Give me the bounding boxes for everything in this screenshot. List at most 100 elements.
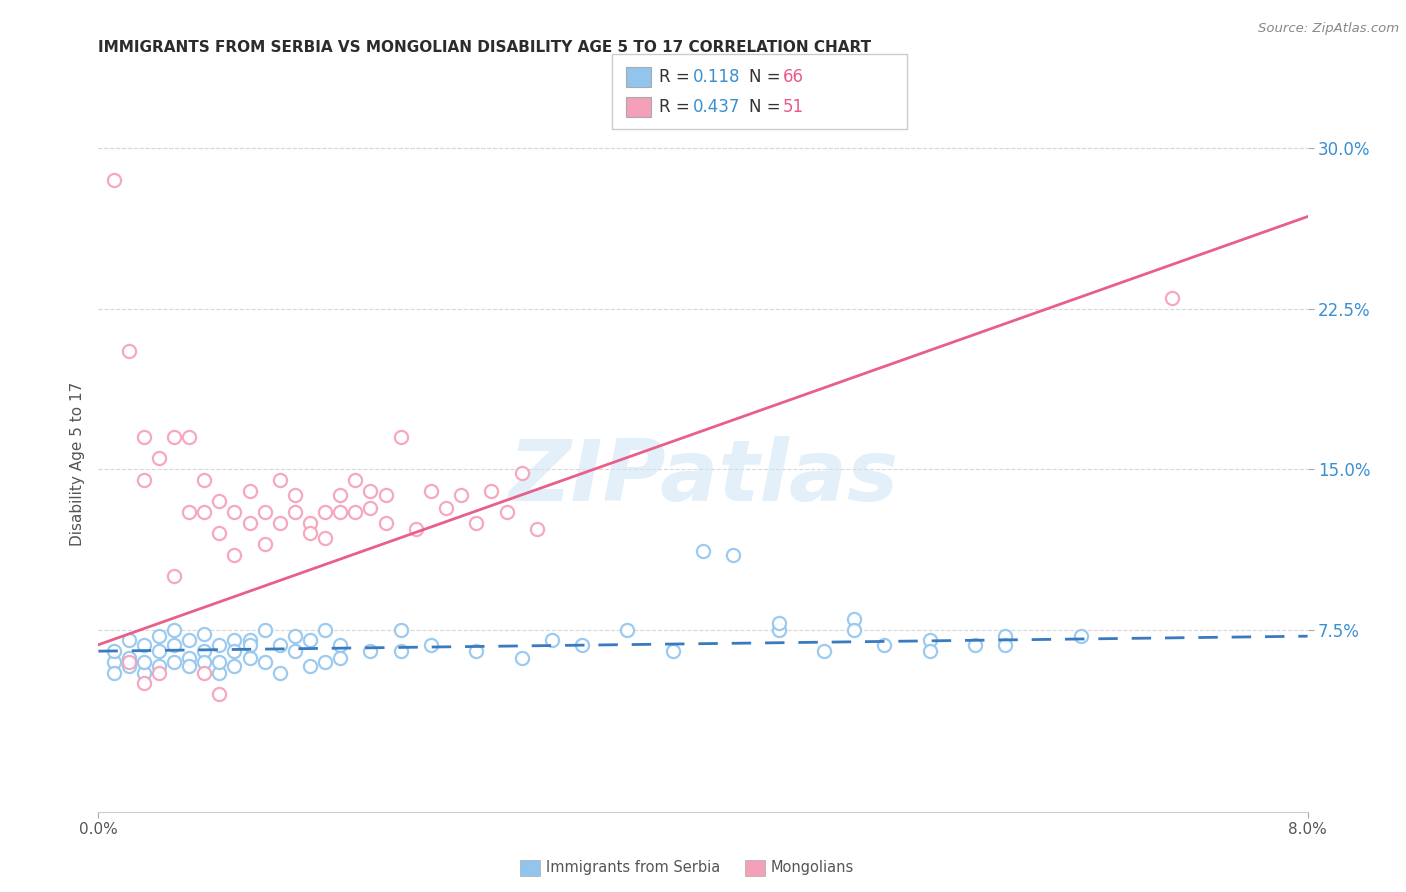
- Point: [284, 644, 307, 658]
- Point: [374, 488, 396, 502]
- Point: [163, 655, 186, 669]
- Point: [163, 638, 186, 652]
- Point: [314, 531, 336, 545]
- Point: [434, 500, 457, 515]
- Point: [208, 494, 231, 508]
- Point: [284, 505, 307, 519]
- Point: [450, 488, 472, 502]
- Point: [510, 467, 533, 481]
- Point: [179, 505, 201, 519]
- Text: 66: 66: [783, 68, 804, 86]
- Point: [179, 650, 201, 665]
- Point: [208, 687, 231, 701]
- Point: [465, 516, 488, 530]
- Point: [208, 526, 231, 541]
- Text: 0.118: 0.118: [693, 68, 741, 86]
- Point: [239, 516, 262, 530]
- Point: [269, 665, 291, 680]
- Point: [208, 638, 231, 652]
- Point: [163, 569, 186, 583]
- Point: [329, 505, 352, 519]
- Point: [103, 655, 125, 669]
- Point: [844, 612, 866, 626]
- Point: [148, 659, 170, 673]
- Point: [253, 505, 276, 519]
- Point: [571, 638, 593, 652]
- Point: [844, 623, 866, 637]
- Point: [299, 659, 322, 673]
- Point: [329, 638, 352, 652]
- Point: [118, 633, 141, 648]
- Point: [148, 451, 170, 466]
- Point: [389, 623, 412, 637]
- Text: IMMIGRANTS FROM SERBIA VS MONGOLIAN DISABILITY AGE 5 TO 17 CORRELATION CHART: IMMIGRANTS FROM SERBIA VS MONGOLIAN DISA…: [98, 40, 872, 55]
- Text: R =: R =: [659, 68, 696, 86]
- Point: [239, 638, 262, 652]
- Point: [269, 473, 291, 487]
- Point: [723, 548, 745, 562]
- Text: ZIPatlas: ZIPatlas: [508, 436, 898, 519]
- Point: [208, 655, 231, 669]
- Point: [148, 629, 170, 643]
- Text: Source: ZipAtlas.com: Source: ZipAtlas.com: [1258, 22, 1399, 36]
- Point: [284, 488, 307, 502]
- Point: [132, 676, 155, 690]
- Point: [314, 623, 336, 637]
- Point: [299, 516, 322, 530]
- Point: [224, 644, 246, 658]
- Point: [419, 638, 441, 652]
- Point: [419, 483, 441, 498]
- Point: [661, 644, 683, 658]
- Text: R =: R =: [659, 98, 696, 116]
- Point: [118, 650, 141, 665]
- Point: [179, 430, 201, 444]
- Point: [224, 505, 246, 519]
- Point: [918, 633, 941, 648]
- Point: [495, 505, 517, 519]
- Point: [132, 665, 155, 680]
- Text: N =: N =: [749, 68, 786, 86]
- Point: [118, 344, 141, 359]
- Text: Mongolians: Mongolians: [770, 860, 853, 874]
- Point: [873, 638, 896, 652]
- Y-axis label: Disability Age 5 to 17: Disability Age 5 to 17: [69, 382, 84, 546]
- Point: [193, 627, 215, 641]
- Point: [1160, 291, 1182, 305]
- Point: [179, 633, 201, 648]
- Point: [314, 505, 336, 519]
- Point: [479, 483, 503, 498]
- Point: [193, 644, 215, 658]
- Point: [118, 659, 141, 673]
- Point: [193, 655, 215, 669]
- Point: [148, 644, 170, 658]
- Point: [918, 644, 941, 658]
- Point: [526, 522, 548, 536]
- Point: [405, 522, 427, 536]
- Point: [1070, 629, 1092, 643]
- Point: [253, 655, 276, 669]
- Point: [148, 665, 170, 680]
- Point: [994, 638, 1017, 652]
- Point: [239, 483, 262, 498]
- Point: [224, 548, 246, 562]
- Point: [616, 623, 638, 637]
- Point: [269, 516, 291, 530]
- Point: [103, 173, 125, 187]
- Point: [132, 638, 155, 652]
- Point: [359, 483, 381, 498]
- Point: [314, 655, 336, 669]
- Point: [329, 650, 352, 665]
- Point: [224, 633, 246, 648]
- Point: [359, 500, 381, 515]
- Point: [768, 616, 790, 631]
- Point: [299, 633, 322, 648]
- Point: [994, 629, 1017, 643]
- Point: [269, 638, 291, 652]
- Point: [179, 659, 201, 673]
- Text: N =: N =: [749, 98, 786, 116]
- Point: [329, 488, 352, 502]
- Point: [389, 430, 412, 444]
- Point: [374, 516, 396, 530]
- Point: [193, 505, 215, 519]
- Point: [224, 659, 246, 673]
